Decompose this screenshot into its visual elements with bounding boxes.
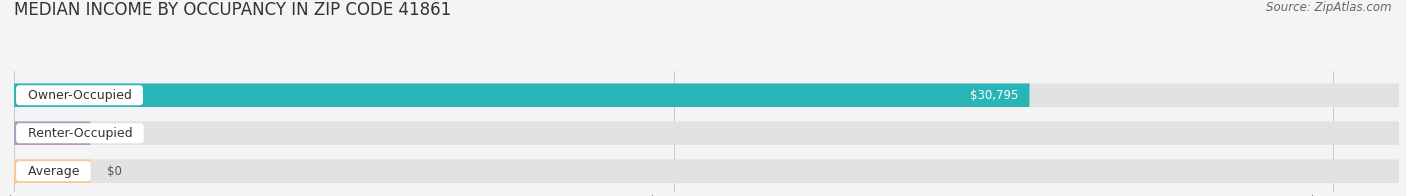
FancyBboxPatch shape bbox=[14, 122, 1399, 145]
Text: Renter-Occupied: Renter-Occupied bbox=[20, 127, 141, 140]
Text: $0: $0 bbox=[107, 165, 122, 178]
Text: $0: $0 bbox=[107, 127, 122, 140]
FancyBboxPatch shape bbox=[14, 83, 1399, 107]
Text: Source: ZipAtlas.com: Source: ZipAtlas.com bbox=[1267, 1, 1392, 14]
Text: Owner-Occupied: Owner-Occupied bbox=[20, 89, 139, 102]
FancyBboxPatch shape bbox=[14, 159, 90, 183]
FancyBboxPatch shape bbox=[14, 122, 90, 145]
Text: Average: Average bbox=[20, 165, 87, 178]
FancyBboxPatch shape bbox=[14, 159, 1399, 183]
Text: $30,795: $30,795 bbox=[970, 89, 1018, 102]
FancyBboxPatch shape bbox=[14, 83, 1029, 107]
Text: MEDIAN INCOME BY OCCUPANCY IN ZIP CODE 41861: MEDIAN INCOME BY OCCUPANCY IN ZIP CODE 4… bbox=[14, 1, 451, 19]
